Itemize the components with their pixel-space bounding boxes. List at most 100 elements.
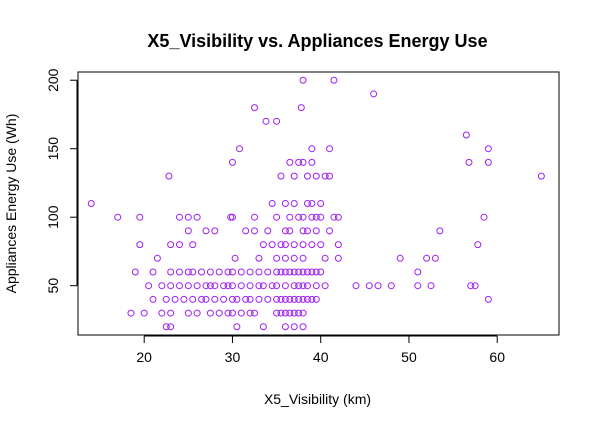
data-point [286,227,294,235]
data-point [215,309,223,317]
data-point [277,172,285,180]
data-point [277,268,285,276]
data-point [281,282,289,290]
data-point [281,295,289,303]
data-point [396,254,404,262]
data-point [299,213,307,221]
data-point [158,282,166,290]
data-point [299,282,307,290]
data-point [233,323,241,331]
data-point [423,254,431,262]
data-point [321,254,329,262]
data-point [286,158,294,166]
data-point [268,241,276,249]
y-axis: 50 100 150 200 [45,68,78,293]
data-point [175,213,183,221]
data-point [462,131,470,139]
data-point [193,282,201,290]
data-point [281,227,289,235]
data-point [308,158,316,166]
data-point [189,295,197,303]
data-point [465,158,473,166]
data-point [295,295,303,303]
data-point [286,295,294,303]
data-point [189,241,197,249]
data-point [308,200,316,207]
data-point [237,268,245,276]
data-point [299,241,307,249]
data-point [436,227,444,235]
data-point [246,309,254,317]
data-point [308,268,316,276]
data-point [277,241,285,249]
data-point [303,200,311,207]
data-point [312,172,320,180]
data-point [175,241,183,249]
data-point [131,268,139,276]
data-point [281,241,289,249]
data-point [259,323,267,331]
data-point [171,295,179,303]
data-point [140,309,148,317]
data-point [211,227,219,235]
data-point [251,227,259,235]
y-tick-label: 200 [45,68,61,92]
data-point [299,323,307,331]
data-point [224,309,232,317]
data-point [290,282,298,290]
data-point [211,282,219,290]
data-point [299,309,307,317]
data-point [273,295,281,303]
data-point [211,295,219,303]
data-point [228,158,236,166]
data-point [246,282,254,290]
data-point [206,268,214,276]
data-point [264,268,272,276]
data-point [326,172,334,180]
data-point [299,158,307,166]
data-point [262,117,270,125]
data-point [215,268,223,276]
data-point [87,200,95,207]
data-point [184,213,192,221]
data-point [299,254,307,262]
data-point [193,309,201,317]
data-point [264,227,272,235]
data-point [308,145,316,153]
data-point [290,200,298,207]
data-point [290,172,298,180]
data-point [484,145,492,153]
data-point [312,268,320,276]
y-axis-label: Appliances Energy Use (Wh) [3,114,19,294]
data-point [246,268,254,276]
data-point [184,282,192,290]
y-tick-label: 150 [45,137,61,161]
data-point [303,172,311,180]
data-point [228,282,236,290]
data-point [158,309,166,317]
data-point [206,282,214,290]
data-point [242,295,250,303]
data-point [255,268,263,276]
data-point [321,172,329,180]
data-point [220,295,228,303]
x-axis-label: X5_Visibility (km) [264,391,371,407]
x-tick-label: 20 [136,349,152,365]
data-point [273,282,281,290]
data-point [414,268,422,276]
data-point [246,295,254,303]
data-point [334,213,342,221]
data-point [326,227,334,235]
data-point [290,295,298,303]
data-point [273,254,281,262]
data-point [167,309,175,317]
data-point [286,213,294,221]
data-point [299,268,307,276]
data-point [189,268,197,276]
data-point [334,241,342,249]
data-point [281,268,289,276]
data-point [299,227,307,235]
data-point [352,282,360,290]
data-point [295,282,303,290]
data-point [175,268,183,276]
